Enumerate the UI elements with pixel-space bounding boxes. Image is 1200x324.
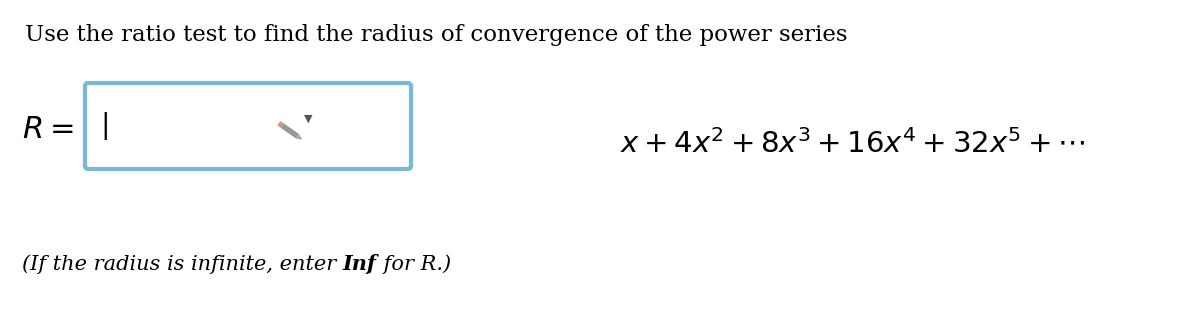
Polygon shape [282, 124, 299, 138]
Polygon shape [296, 134, 301, 139]
Polygon shape [278, 122, 283, 127]
Text: Use the ratio test to find the radius of convergence of the power series: Use the ratio test to find the radius of… [25, 24, 847, 46]
FancyBboxPatch shape [85, 83, 410, 169]
Text: for R.): for R.) [377, 254, 451, 274]
Text: $R = $: $R = $ [22, 113, 73, 145]
Text: Inf: Inf [343, 254, 377, 274]
Text: $x + 4x^2 + 8x^3 + 16x^4 + 32x^5 + \cdots$: $x + 4x^2 + 8x^3 + 16x^4 + 32x^5 + \cdot… [620, 129, 1085, 159]
Text: |: | [100, 112, 109, 140]
Text: ▼: ▼ [304, 114, 312, 124]
Text: (If the radius is infinite, enter: (If the radius is infinite, enter [22, 254, 343, 274]
